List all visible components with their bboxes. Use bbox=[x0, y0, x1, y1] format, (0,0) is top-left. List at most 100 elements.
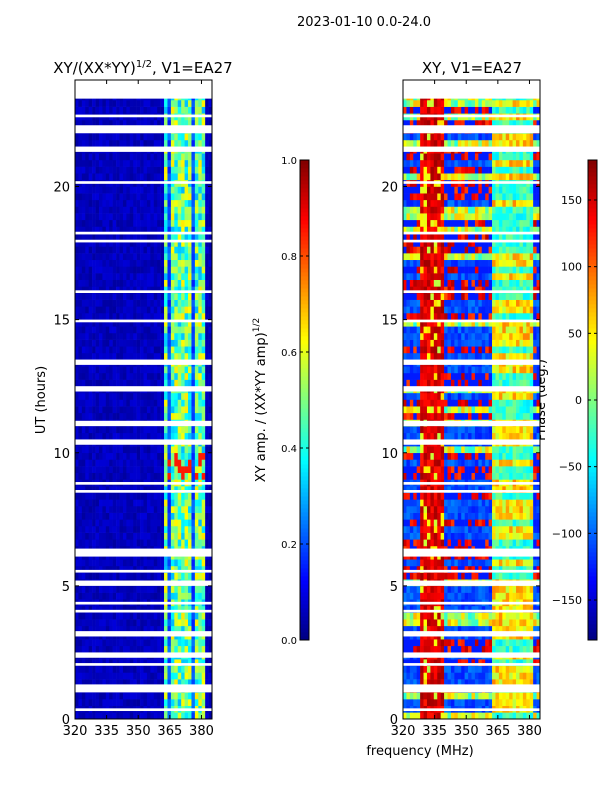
heatmap-cell bbox=[105, 153, 110, 161]
heatmap-cell bbox=[116, 193, 120, 201]
heatmap-cell bbox=[184, 512, 189, 520]
heatmap-cell bbox=[157, 625, 161, 633]
heatmap-cell bbox=[208, 492, 213, 500]
heatmap-cell bbox=[119, 392, 124, 400]
heatmap-cell bbox=[447, 592, 452, 600]
heatmap-cell bbox=[112, 446, 117, 454]
heatmap-cell bbox=[88, 406, 93, 414]
heatmap-cell bbox=[92, 512, 96, 520]
heatmap-cell bbox=[122, 173, 127, 181]
heatmap-cell bbox=[140, 193, 144, 201]
heatmap-cell bbox=[126, 346, 131, 354]
heatmap-cell bbox=[146, 432, 151, 440]
heatmap-cell bbox=[105, 612, 110, 620]
heatmap-cell bbox=[92, 286, 96, 294]
heatmap-cell bbox=[122, 346, 127, 354]
heatmap-cell bbox=[157, 166, 161, 174]
heatmap-cell bbox=[170, 565, 175, 573]
heatmap-cell bbox=[177, 406, 182, 414]
heatmap-cell bbox=[164, 173, 168, 181]
heatmap-cell bbox=[92, 319, 96, 327]
heatmap-cell bbox=[116, 259, 120, 267]
heatmap-cell bbox=[174, 199, 179, 207]
heatmap-cell bbox=[201, 392, 206, 400]
heatmap-cell bbox=[464, 619, 469, 627]
heatmap-cell bbox=[133, 339, 137, 347]
heatmap-cell bbox=[160, 399, 165, 407]
heatmap-cell bbox=[146, 572, 151, 580]
heatmap-cell bbox=[181, 226, 185, 234]
heatmap-cell bbox=[136, 226, 141, 234]
heatmap-cell bbox=[153, 459, 158, 467]
heatmap-cell bbox=[188, 519, 192, 527]
heatmap-cell bbox=[92, 665, 96, 673]
heatmap-cell bbox=[533, 559, 537, 567]
heatmap-cell bbox=[205, 619, 209, 627]
heatmap-cell bbox=[153, 119, 158, 127]
heatmap-cell bbox=[122, 612, 127, 620]
heatmap-cell bbox=[188, 339, 192, 347]
heatmap-cell bbox=[205, 319, 209, 327]
heatmap-cell bbox=[420, 659, 424, 667]
heatmap-cell bbox=[150, 645, 155, 653]
heatmap-cell bbox=[105, 279, 110, 287]
flagged-band bbox=[75, 663, 212, 666]
heatmap-cell bbox=[413, 679, 417, 687]
heatmap-cell bbox=[140, 472, 144, 480]
heatmap-cell bbox=[92, 332, 96, 340]
heatmap-cell bbox=[177, 572, 182, 580]
heatmap-cell bbox=[184, 459, 189, 467]
heatmap-cell bbox=[502, 565, 507, 573]
heatmap-cell bbox=[208, 372, 213, 380]
heatmap-cell bbox=[423, 699, 428, 706]
heatmap-cell bbox=[205, 452, 209, 460]
heatmap-cell bbox=[201, 665, 206, 673]
heatmap-cell bbox=[181, 619, 185, 627]
heatmap-cell bbox=[136, 379, 141, 387]
heatmap-cell bbox=[205, 665, 209, 673]
heatmap-cell bbox=[126, 266, 131, 274]
heatmap-cell bbox=[160, 605, 165, 613]
heatmap-cell bbox=[92, 466, 96, 474]
y-tick-label: 5 bbox=[62, 580, 70, 595]
heatmap-cell bbox=[164, 406, 168, 414]
heatmap-cell bbox=[481, 672, 486, 680]
heatmap-cell bbox=[126, 639, 131, 647]
heatmap-cell bbox=[146, 665, 151, 673]
heatmap-cell bbox=[208, 639, 213, 647]
heatmap-cell bbox=[509, 659, 513, 667]
heatmap-cell bbox=[194, 239, 199, 247]
heatmap-cell bbox=[81, 306, 86, 314]
heatmap-cell bbox=[191, 519, 196, 527]
heatmap-cell bbox=[129, 532, 134, 540]
heatmap-cell bbox=[191, 506, 196, 513]
heatmap-cell bbox=[205, 492, 209, 500]
heatmap-cell bbox=[170, 273, 175, 280]
heatmap-cell bbox=[201, 346, 206, 354]
heatmap-cell bbox=[85, 186, 89, 194]
heatmap-cell bbox=[109, 619, 113, 627]
heatmap-cell bbox=[177, 412, 182, 420]
heatmap-cell bbox=[205, 193, 209, 201]
heatmap-cell bbox=[75, 273, 79, 280]
heatmap-cell bbox=[164, 486, 168, 493]
heatmap-cell bbox=[78, 665, 83, 673]
heatmap-cell bbox=[450, 619, 455, 627]
heatmap-cell bbox=[109, 659, 113, 667]
heatmap-cell bbox=[109, 226, 113, 234]
heatmap-cell bbox=[157, 346, 161, 354]
heatmap-cell bbox=[461, 572, 465, 580]
heatmap-cell bbox=[447, 585, 452, 593]
heatmap-cell bbox=[133, 139, 137, 147]
heatmap-cell bbox=[457, 592, 462, 600]
heatmap-cell bbox=[85, 672, 89, 680]
heatmap-cell bbox=[426, 605, 431, 613]
heatmap-cell bbox=[488, 585, 493, 593]
heatmap-cell bbox=[136, 412, 141, 420]
heatmap-cell bbox=[153, 472, 158, 480]
heatmap-cell bbox=[140, 246, 144, 254]
heatmap-cell bbox=[95, 446, 100, 454]
heatmap-cell bbox=[450, 672, 455, 680]
heatmap-cell bbox=[143, 446, 148, 454]
heatmap-cell bbox=[81, 106, 86, 114]
